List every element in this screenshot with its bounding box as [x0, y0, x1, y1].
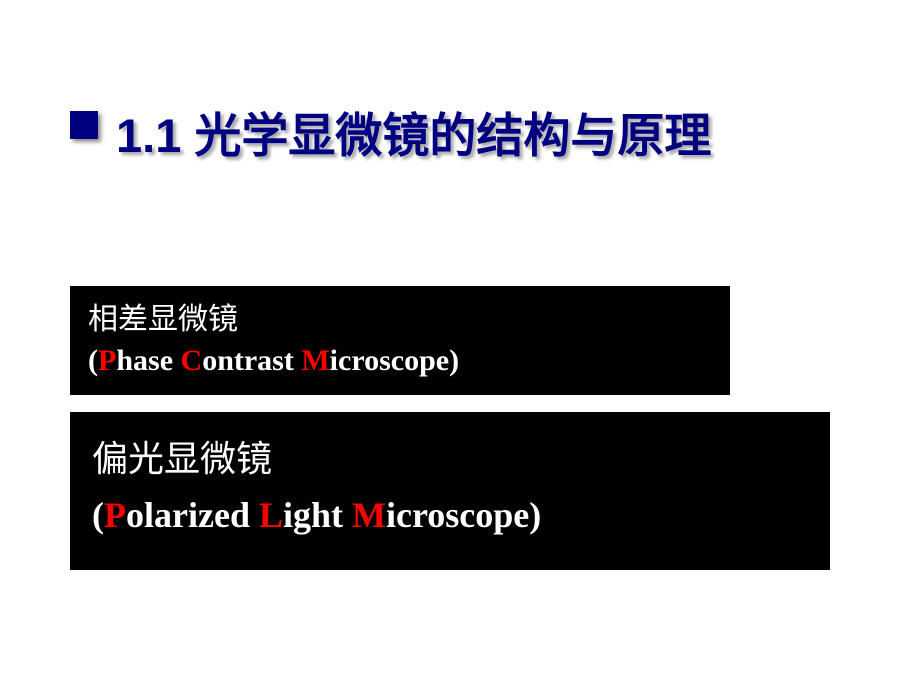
polarized-light-cn: 偏光显微镜 — [92, 432, 808, 488]
text-icroscope: icroscope) — [330, 344, 459, 377]
letter-p: P — [104, 495, 126, 535]
slide-title-block: 1.1 光学显微镜的结构与原理 — [70, 97, 890, 166]
letter-m: M — [301, 344, 329, 377]
polarized-light-box: 偏光显微镜 (Polarized Light Microscope) — [70, 412, 830, 570]
letter-p: P — [98, 344, 116, 377]
paren-open: ( — [88, 344, 98, 377]
phase-contrast-cn: 相差显微镜 — [88, 300, 712, 341]
letter-c: C — [181, 344, 203, 377]
text-ontrast: ontrast — [202, 344, 301, 377]
title-bullet — [70, 111, 98, 139]
letter-l: L — [259, 495, 283, 535]
text-icroscope: icroscope) — [386, 495, 541, 535]
slide-title: 1.1 光学显微镜的结构与原理 — [116, 97, 711, 166]
phase-contrast-en: (Phase Contrast Microscope) — [88, 341, 712, 382]
text-olarized: olarized — [126, 495, 259, 535]
polarized-light-en: (Polarized Light Microscope) — [92, 488, 808, 544]
phase-contrast-box: 相差显微镜 (Phase Contrast Microscope) — [70, 286, 730, 395]
text-ight: ight — [283, 495, 352, 535]
letter-m: M — [352, 495, 386, 535]
paren-open: ( — [92, 495, 104, 535]
text-hase: hase — [116, 344, 180, 377]
